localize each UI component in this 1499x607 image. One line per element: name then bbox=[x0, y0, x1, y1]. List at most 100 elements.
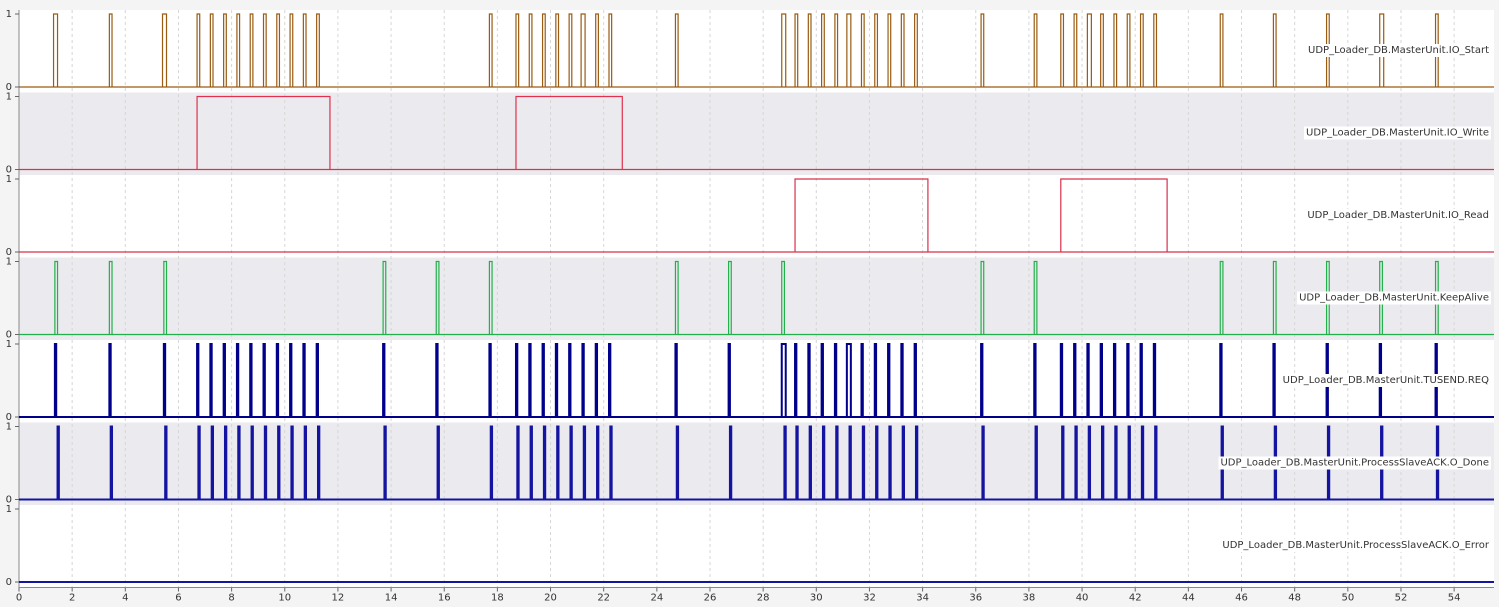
x-tick-label: 36 bbox=[969, 593, 982, 604]
x-tick-label: 10 bbox=[278, 593, 291, 604]
pulse bbox=[875, 425, 879, 500]
x-tick-label: 34 bbox=[916, 593, 929, 604]
pulse bbox=[108, 260, 113, 335]
x-tick-label: 30 bbox=[810, 593, 823, 604]
pulse bbox=[516, 425, 520, 500]
pulse bbox=[52, 13, 59, 87]
pulse bbox=[727, 343, 731, 417]
pulse bbox=[781, 13, 787, 87]
pulse bbox=[980, 343, 984, 417]
pulse bbox=[1061, 425, 1065, 500]
x-tick-label: 22 bbox=[597, 593, 610, 604]
pulse bbox=[780, 343, 787, 417]
x-tick-label: 28 bbox=[757, 593, 770, 604]
x-tick-label: 38 bbox=[1023, 593, 1036, 604]
pulse bbox=[1126, 343, 1130, 417]
pulse bbox=[315, 343, 319, 417]
pulse bbox=[541, 13, 546, 87]
pulse bbox=[210, 425, 215, 500]
y-tick-label: 1 bbox=[6, 9, 12, 20]
pulse bbox=[608, 13, 613, 87]
pulse bbox=[488, 13, 493, 87]
x-tick-label: 2 bbox=[69, 593, 75, 604]
pulse bbox=[675, 425, 680, 500]
series-label-bg bbox=[1297, 291, 1491, 305]
pulse bbox=[1219, 13, 1224, 87]
pulse bbox=[223, 425, 228, 500]
pulse bbox=[808, 425, 812, 500]
series-label-bg bbox=[1304, 126, 1491, 140]
pulse bbox=[595, 13, 599, 87]
pulse bbox=[900, 343, 904, 417]
pulse bbox=[914, 425, 919, 500]
pulse bbox=[1139, 343, 1143, 417]
pulse bbox=[1086, 13, 1092, 87]
pulse bbox=[209, 343, 213, 417]
pulse bbox=[383, 425, 387, 500]
pulse bbox=[674, 260, 679, 335]
pulse bbox=[108, 343, 112, 417]
y-tick-label: 1 bbox=[6, 504, 12, 515]
x-tick-label: 0 bbox=[16, 593, 22, 604]
pulse bbox=[1272, 260, 1277, 335]
pulse bbox=[1033, 260, 1038, 335]
pulse bbox=[1140, 425, 1145, 500]
y-tick-label: 1 bbox=[6, 422, 12, 433]
pulse bbox=[529, 425, 533, 500]
pulse bbox=[196, 13, 201, 87]
x-tick-label: 16 bbox=[438, 593, 451, 604]
pulse bbox=[980, 260, 985, 335]
pulse bbox=[528, 13, 533, 87]
pulse bbox=[262, 13, 267, 87]
pulse bbox=[1074, 425, 1078, 500]
x-tick-label: 40 bbox=[1076, 593, 1089, 604]
pulse bbox=[1073, 13, 1078, 87]
pulse bbox=[1154, 425, 1158, 500]
lane-background bbox=[19, 257, 1494, 340]
pulse bbox=[237, 425, 241, 500]
pulse bbox=[276, 13, 281, 87]
pulse bbox=[980, 13, 985, 87]
pulse bbox=[382, 260, 387, 335]
pulse bbox=[555, 13, 560, 87]
x-tick-label: 12 bbox=[332, 593, 345, 604]
pulse bbox=[275, 343, 280, 417]
series-label-bg bbox=[1280, 374, 1492, 387]
pulse bbox=[488, 260, 493, 335]
pulse bbox=[162, 343, 167, 417]
pulse bbox=[302, 343, 306, 417]
pulse bbox=[888, 425, 892, 500]
pulse bbox=[263, 425, 268, 500]
pulse bbox=[235, 343, 240, 417]
series-label: UDP_Loader_DB.MasterUnit.ProcessSlaveACK… bbox=[1222, 540, 1490, 551]
x-tick-label: 20 bbox=[544, 593, 557, 604]
pulse bbox=[783, 425, 787, 500]
x-tick-label: 42 bbox=[1129, 593, 1142, 604]
y-tick-label: 0 bbox=[6, 412, 12, 423]
pulse bbox=[262, 343, 266, 417]
pulse bbox=[1153, 13, 1158, 87]
pulse bbox=[435, 260, 440, 335]
pulse bbox=[1060, 178, 1168, 252]
pulse bbox=[1139, 13, 1144, 87]
pulse bbox=[250, 425, 254, 500]
x-tick-label: 4 bbox=[122, 593, 128, 604]
pulse bbox=[1087, 425, 1092, 500]
pulse bbox=[609, 425, 613, 500]
x-tick-label: 32 bbox=[863, 593, 876, 604]
y-tick-label: 0 bbox=[6, 165, 12, 176]
pulse bbox=[848, 425, 852, 500]
pulse bbox=[209, 13, 214, 87]
pulse bbox=[887, 13, 892, 87]
pulse bbox=[1112, 343, 1117, 417]
pulse bbox=[781, 260, 786, 335]
x-tick-label: 46 bbox=[1235, 593, 1248, 604]
series-label-bg bbox=[1218, 456, 1491, 470]
series-label: UDP_Loader_DB.MasterUnit.ProcessSlaveACK… bbox=[1220, 458, 1489, 469]
series-label: UDP_Loader_DB.MasterUnit.KeepAlive bbox=[1299, 293, 1489, 304]
pulse bbox=[223, 13, 227, 87]
pulse bbox=[161, 13, 168, 87]
pulse bbox=[515, 13, 520, 87]
x-tick-label: 24 bbox=[650, 593, 663, 604]
pulse bbox=[845, 343, 852, 417]
